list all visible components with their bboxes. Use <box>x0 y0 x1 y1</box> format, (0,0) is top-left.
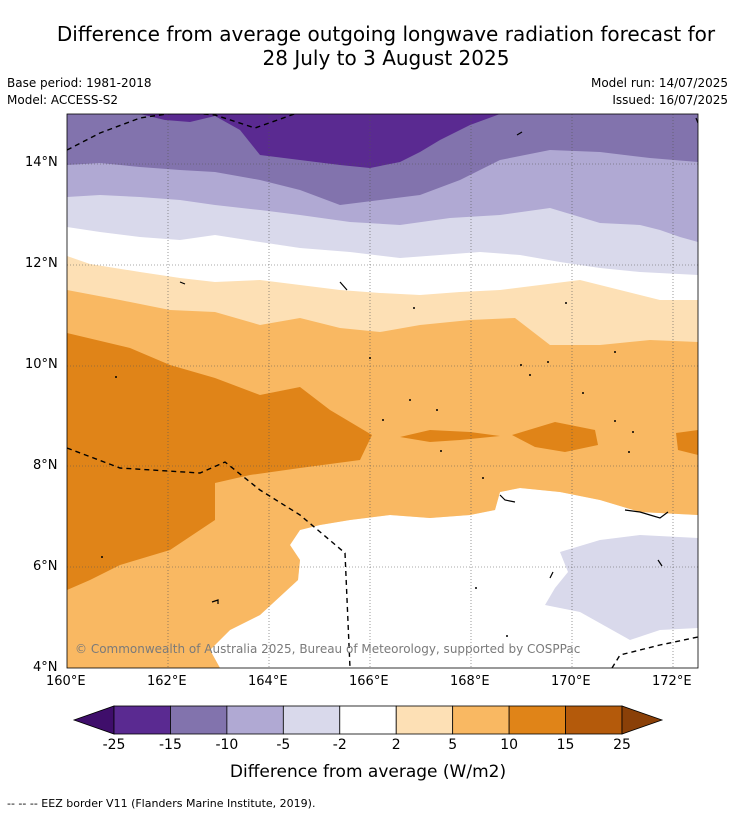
issued-date: Issued: 16/07/2025 <box>612 93 728 107</box>
lat-label-4n: 4°N <box>33 660 58 675</box>
colorbar-segment <box>282 705 341 735</box>
plot-frame <box>66 113 699 669</box>
colorbar-tick-label: -10 <box>215 737 239 753</box>
lat-label-8n: 8°N <box>33 458 58 473</box>
lon-label-168e: 168°E <box>450 674 490 689</box>
colorbar-tick-label: -15 <box>159 737 182 753</box>
lat-label-10n: 10°N <box>25 357 58 372</box>
colorbar-tick-label: 15 <box>556 737 575 753</box>
colorbar-segment <box>339 705 397 735</box>
colorbar-extend-high <box>621 705 664 735</box>
model-name: Model: ACCESS-S2 <box>7 93 119 107</box>
band-10-15-cell-b <box>512 422 598 452</box>
band-10-15 <box>67 333 372 590</box>
colorbar-tick-label: -25 <box>102 737 126 753</box>
colorbar-segment <box>226 705 284 735</box>
band-10-15-cell-a <box>400 430 500 442</box>
colorbar-segment <box>170 705 228 735</box>
eez-border <box>67 114 698 668</box>
graticule <box>67 114 698 668</box>
lat-label-6n: 6°N <box>33 559 58 574</box>
lon-label-160e: 160°E <box>46 674 86 689</box>
lat-label-12n: 12°N <box>25 256 58 271</box>
colorbar-tick-label: 2 <box>391 737 401 753</box>
map-title: Difference from average outgoing longwav… <box>0 22 736 70</box>
lat-label-14n: 14°N <box>25 155 58 170</box>
lon-label-170e: 170°E <box>551 674 591 689</box>
copyright-notice: © Commonwealth of Australia 2025, Bureau… <box>75 642 580 656</box>
colorbar-tick-label: -5 <box>276 737 291 753</box>
meta-left: Base period: 1981-2018 Model: ACCESS-S2 <box>7 75 152 109</box>
base-period: Base period: 1981-2018 <box>7 76 152 90</box>
colorbar-title: Difference from average (W/m2) <box>229 762 507 782</box>
islets <box>101 302 634 637</box>
colorbar-segment <box>508 705 566 735</box>
colorbar-tick-label: -2 <box>332 737 347 753</box>
lon-label-166e: 166°E <box>349 674 389 689</box>
contour-field: © Commonwealth of Australia 2025, Bureau… <box>67 114 698 668</box>
colorbar <box>72 705 664 735</box>
colorbar-segment <box>452 705 510 735</box>
colorbar-segment <box>565 705 623 735</box>
model-run: Model run: 14/07/2025 <box>590 76 728 90</box>
band-below-neg25 <box>140 114 500 168</box>
lon-label-162e: 162°E <box>147 674 187 689</box>
title-line-1: Difference from average outgoing longwav… <box>56 22 716 46</box>
title-line-2: 28 July to 3 August 2025 <box>262 46 510 70</box>
colorbar-tick-label: 25 <box>613 737 631 753</box>
colorbar-tick-label: 10 <box>500 737 519 753</box>
band-neg5-neg2-se <box>545 535 698 640</box>
colorbar-segment <box>113 705 171 735</box>
lon-label-172e: 172°E <box>652 674 692 689</box>
colorbar-segment <box>395 705 454 735</box>
meta-right: Model run: 14/07/2025 Issued: 16/07/2025 <box>591 75 728 109</box>
band-10-15-cell-c <box>676 430 698 455</box>
lon-label-164e: 164°E <box>248 674 288 689</box>
colorbar-tick-label: 5 <box>448 737 458 753</box>
islands <box>179 117 698 604</box>
colorbar-extend-low <box>72 705 115 735</box>
eez-footnote: -- -- -- EEZ border V11 (Flanders Marine… <box>7 797 316 810</box>
